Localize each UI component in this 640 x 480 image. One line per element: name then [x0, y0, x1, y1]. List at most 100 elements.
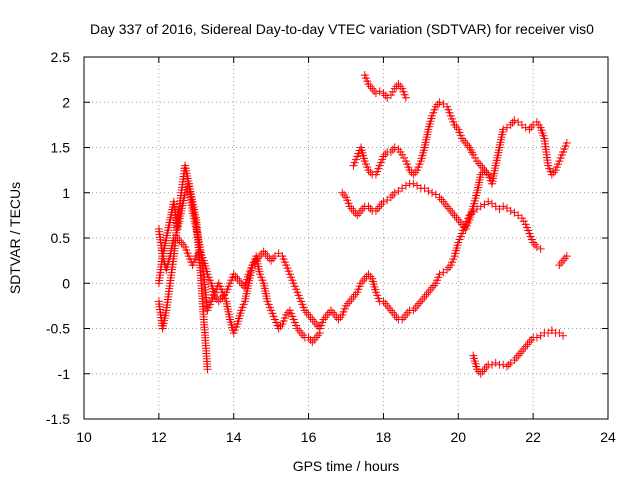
data-point	[506, 206, 515, 215]
data-point	[235, 276, 244, 285]
data-point	[437, 195, 446, 204]
data-point	[360, 274, 369, 283]
series-arc-2	[154, 161, 324, 347]
data-point	[499, 202, 508, 211]
x-tick-label: 16	[301, 429, 317, 445]
data-point	[312, 333, 321, 342]
data-point	[388, 87, 397, 96]
data-point	[441, 200, 450, 209]
data-point	[392, 313, 401, 322]
data-point	[532, 243, 541, 252]
data-point	[482, 362, 491, 371]
data-point	[379, 197, 388, 206]
data-point	[418, 295, 427, 304]
data-point	[401, 93, 410, 102]
data-point	[491, 358, 500, 367]
data-point	[448, 209, 457, 218]
series-arc-5	[349, 98, 493, 179]
x-tick-label: 14	[226, 429, 242, 445]
data-point	[471, 153, 480, 162]
data-point	[233, 274, 242, 283]
data-point	[383, 301, 392, 310]
data-point	[334, 315, 343, 324]
data-point	[298, 331, 307, 340]
data-point	[519, 344, 528, 353]
data-point	[398, 315, 407, 324]
data-point	[315, 329, 324, 338]
series-arc-3	[154, 179, 212, 374]
data-point	[237, 279, 246, 288]
x-axis-title: GPS time / hours	[293, 458, 400, 474]
data-point	[409, 179, 418, 188]
x-tick-label: 10	[76, 429, 92, 445]
data-point	[476, 202, 485, 211]
data-points	[154, 71, 571, 378]
series-arc-4	[338, 116, 571, 233]
data-point	[373, 204, 382, 213]
y-tick-label: 1.5	[51, 140, 71, 156]
data-point	[338, 188, 347, 197]
data-point	[368, 84, 377, 93]
data-point	[345, 297, 354, 306]
data-point	[469, 150, 478, 159]
data-point	[428, 283, 437, 292]
data-point	[364, 202, 373, 211]
data-point	[502, 362, 511, 371]
data-point	[452, 213, 461, 222]
data-point	[420, 292, 429, 301]
data-point	[424, 186, 433, 195]
data-point	[403, 308, 412, 317]
series-arc-6	[360, 71, 410, 102]
data-point	[390, 143, 399, 152]
chart-title: Day 337 of 2016, Sidereal Day-to-day VTE…	[90, 21, 594, 37]
data-point	[366, 204, 375, 213]
data-point	[444, 204, 453, 213]
y-tick-label: -1.5	[46, 411, 70, 427]
data-point	[308, 315, 317, 324]
data-point	[390, 310, 399, 319]
data-point	[484, 170, 493, 179]
data-point	[401, 310, 410, 319]
x-tick-label: 22	[525, 429, 541, 445]
series-arc-1	[154, 197, 545, 333]
data-point	[413, 301, 422, 310]
data-point	[476, 369, 485, 378]
data-point	[308, 338, 317, 347]
data-point	[409, 306, 418, 315]
data-point	[527, 335, 536, 344]
y-tick-label: 2	[62, 94, 70, 110]
data-point	[377, 200, 386, 209]
data-point	[304, 333, 313, 342]
y-tick-label: 2.5	[51, 49, 71, 65]
y-tick-label: -1	[58, 366, 71, 382]
data-point	[476, 161, 485, 170]
data-point	[443, 202, 452, 211]
data-point	[527, 123, 536, 132]
data-point	[559, 256, 568, 265]
data-point	[355, 209, 364, 218]
data-point	[267, 256, 276, 265]
data-point	[400, 313, 409, 322]
x-tick-label: 12	[151, 429, 167, 445]
data-point	[562, 138, 571, 147]
data-point	[400, 153, 409, 162]
data-point	[358, 204, 367, 213]
x-tick-label: 20	[450, 429, 466, 445]
data-point	[349, 206, 358, 215]
data-point	[555, 261, 564, 270]
data-point	[439, 197, 448, 206]
data-point	[517, 214, 526, 223]
data-point	[525, 338, 534, 347]
data-point	[480, 166, 489, 175]
data-point	[516, 349, 525, 358]
data-point	[379, 89, 388, 98]
data-point	[388, 191, 397, 200]
data-point	[519, 217, 528, 226]
data-point	[356, 206, 365, 215]
data-point	[371, 206, 380, 215]
data-point	[411, 304, 420, 313]
data-point	[364, 270, 373, 279]
data-point	[510, 116, 519, 125]
data-point	[310, 335, 319, 344]
data-point	[203, 365, 212, 374]
